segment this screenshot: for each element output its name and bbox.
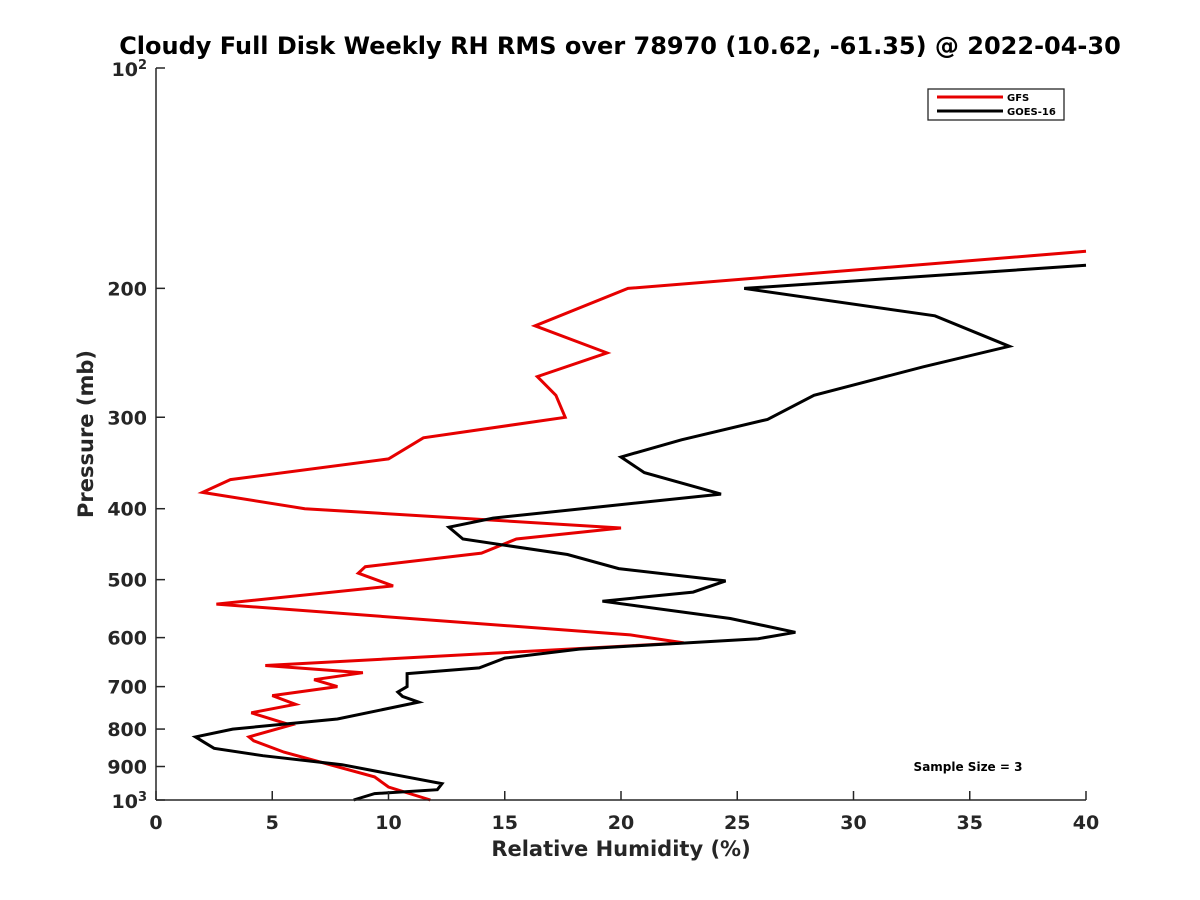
x-ticks: 0 5 10 15 20 25 30 35 40 xyxy=(149,791,1099,834)
y-tick-label: 700 xyxy=(107,677,147,699)
sample-size-annotation: Sample Size = 3 xyxy=(914,760,1023,774)
x-tick-label: 20 xyxy=(608,812,634,834)
y-tick-label: 500 xyxy=(107,570,147,592)
x-tick-label: 30 xyxy=(840,812,866,834)
y-tick-label: 300 xyxy=(107,407,147,429)
legend-label-gfs: GFS xyxy=(1007,93,1029,104)
x-tick-label: 35 xyxy=(957,812,983,834)
x-tick-label: 40 xyxy=(1073,812,1099,834)
axes: 0 5 10 15 20 25 30 35 40 10220030040050060070080… xyxy=(107,58,1099,835)
series-line-gfs xyxy=(197,249,1087,802)
y-tick-label: 400 xyxy=(107,499,147,521)
chart-title: Cloudy Full Disk Weekly RH RMS over 7897… xyxy=(119,32,1121,60)
x-axis-label: Relative Humidity (%) xyxy=(491,837,750,861)
legend-label-goes16: GOES-16 xyxy=(1007,107,1056,118)
series-line-goes16 xyxy=(191,263,1087,802)
x-tick-label: 0 xyxy=(149,812,162,834)
y-tick-label: 600 xyxy=(107,628,147,650)
y-axis-label: Pressure (mb) xyxy=(74,350,98,518)
series-layer xyxy=(191,249,1087,802)
x-tick-label: 10 xyxy=(375,812,401,834)
x-tick-label: 5 xyxy=(266,812,279,834)
x-tick-label: 25 xyxy=(724,812,750,834)
legend: GFS GOES-16 xyxy=(927,88,1065,121)
y-tick-label: 900 xyxy=(107,757,147,779)
y-tick-label: 800 xyxy=(107,719,147,741)
legend-box xyxy=(927,88,1065,121)
y-tick-label: 200 xyxy=(107,278,147,300)
x-tick-label: 15 xyxy=(492,812,518,834)
